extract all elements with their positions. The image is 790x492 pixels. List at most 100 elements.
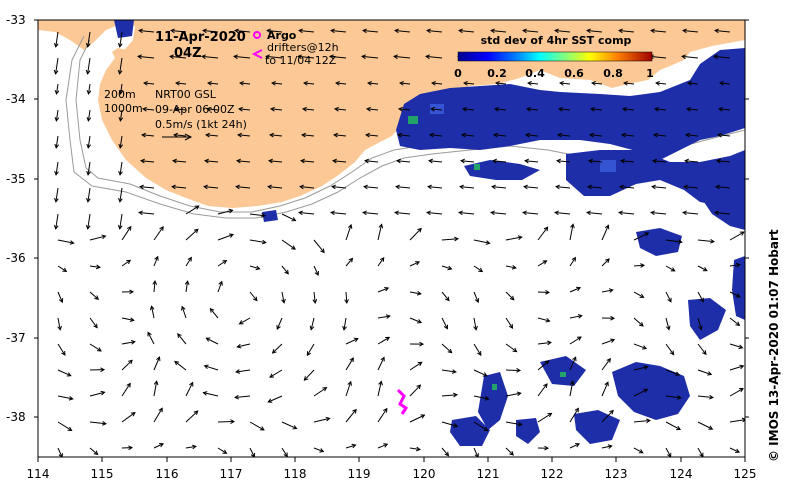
sst-high-variance-3 <box>492 384 497 390</box>
current-arrow <box>720 82 731 85</box>
sst-patch-far-east <box>700 166 745 230</box>
current-arrow <box>303 108 315 111</box>
current-arrow <box>633 291 644 298</box>
current-arrow <box>377 315 390 319</box>
current-arrow-head <box>239 80 244 86</box>
current-arrow-head <box>576 286 582 292</box>
current-arrow-head <box>491 184 496 190</box>
current-arrow-head <box>719 80 724 86</box>
current-arrow <box>89 317 98 328</box>
current-arrow-head <box>618 28 623 34</box>
current-arrow-head <box>509 295 515 301</box>
current-arrow <box>729 343 743 349</box>
current-arrow-head <box>117 224 123 230</box>
current-arrow <box>121 412 136 423</box>
current-arrow-head <box>140 158 145 164</box>
current-arrow-head <box>93 450 99 456</box>
current-arrow-head <box>118 89 124 95</box>
current-arrow <box>119 31 123 47</box>
current-arrow-head <box>139 184 144 190</box>
current-arrow <box>537 383 548 397</box>
current-arrow <box>235 395 251 399</box>
current-arrow <box>665 343 675 355</box>
current-arrow-head <box>415 446 421 452</box>
current-arrow <box>119 187 123 202</box>
current-arrow-head <box>739 231 745 236</box>
current-arrow <box>569 287 581 293</box>
current-arrow <box>174 134 187 137</box>
current-arrow-head <box>170 28 175 34</box>
current-arrow <box>153 408 163 423</box>
current-arrow-head <box>416 290 422 296</box>
current-arrow <box>697 421 713 430</box>
current-arrow-head <box>86 143 92 149</box>
current-arrow <box>620 186 635 189</box>
current-arrow <box>147 332 155 345</box>
current-arrow-head <box>571 256 577 262</box>
current-arrow <box>55 161 59 175</box>
current-arrow-head <box>68 395 74 401</box>
current-arrow-head <box>735 293 741 298</box>
current-arrow-head <box>276 325 281 330</box>
current-arrow <box>267 30 283 33</box>
current-arrow <box>185 257 192 267</box>
current-arrow-head <box>94 295 100 300</box>
current-arrow <box>473 447 479 457</box>
drifter-to-label: to 11/04 12Z <box>265 54 337 67</box>
sst-patch-east-strip <box>732 256 745 320</box>
current-arrow-head <box>118 116 124 122</box>
current-arrow <box>119 109 123 121</box>
current-arrow-head <box>458 28 463 34</box>
current-arrow <box>560 82 571 85</box>
current-arrow-head <box>621 132 626 138</box>
current-arrow-head <box>118 170 123 176</box>
current-arrow <box>268 186 283 189</box>
current-arrow <box>57 369 71 377</box>
current-arrow <box>601 289 613 293</box>
current-arrow <box>153 226 164 241</box>
current-arrow <box>368 82 379 85</box>
current-arrow-head <box>234 28 239 34</box>
current-arrow-head <box>589 132 594 138</box>
current-arrow <box>429 160 443 163</box>
current-arrow-head <box>297 54 302 60</box>
current-arrow <box>665 291 672 303</box>
current-arrow <box>505 291 515 301</box>
current-arrow <box>170 55 187 59</box>
current-arrow-head <box>426 210 431 216</box>
land-layer <box>38 20 745 208</box>
current-arrow-head <box>62 267 68 273</box>
current-arrow <box>431 108 443 111</box>
current-arrow-head <box>544 445 550 451</box>
current-arrow-head <box>454 236 459 242</box>
current-arrow-head <box>547 340 552 346</box>
current-arrow-head <box>53 42 59 48</box>
current-arrow <box>650 55 667 59</box>
current-arrow-head <box>643 365 649 370</box>
current-arrow-head <box>353 337 359 343</box>
current-arrow-head <box>619 184 624 190</box>
current-arrow-head <box>380 356 385 362</box>
current-arrow-head <box>735 262 741 268</box>
current-arrow-head <box>494 106 499 112</box>
current-arrow-head <box>642 345 648 350</box>
current-arrow-head <box>233 54 238 60</box>
current-arrow-head <box>174 106 179 112</box>
current-arrow-head <box>650 28 655 34</box>
current-arrow <box>729 419 745 423</box>
current-arrow <box>569 356 577 371</box>
colorbar-tick: 0.6 <box>564 67 584 80</box>
current-arrow-head <box>347 380 352 386</box>
current-arrow-head <box>576 336 582 341</box>
current-arrow-head <box>669 350 675 356</box>
current-arrow-head <box>590 106 595 112</box>
current-arrow <box>313 447 324 453</box>
sst-patch-south-2 <box>478 372 508 430</box>
current-arrow <box>459 212 475 215</box>
current-arrow-head <box>299 184 304 190</box>
current-arrow <box>55 57 59 74</box>
current-arrow-head <box>314 271 319 277</box>
current-arrow-head <box>332 158 337 164</box>
current-arrow-head <box>53 69 59 75</box>
current-arrow <box>331 212 347 215</box>
